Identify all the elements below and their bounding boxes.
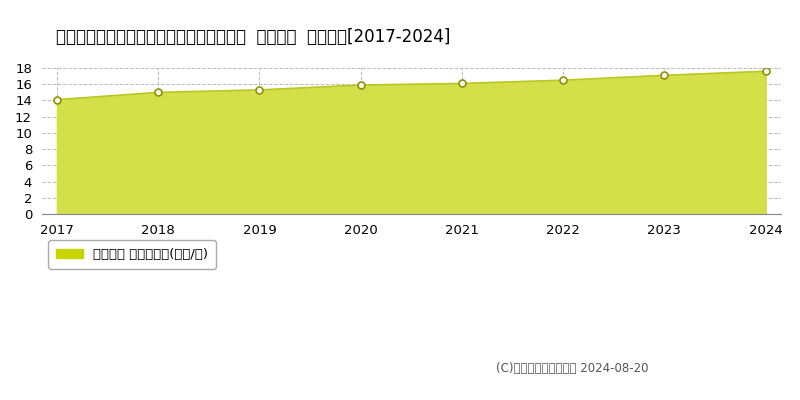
Text: 埼玉県日高市大字大谷沢字藤塚１５番３外  地価公示  地価推移[2017-2024]: 埼玉県日高市大字大谷沢字藤塚１５番３外 地価公示 地価推移[2017-2024] (56, 28, 450, 46)
Legend: 地価公示 平均坪単価(万円/坪): 地価公示 平均坪単価(万円/坪) (48, 240, 216, 269)
Text: (C)土地価格ドットコム 2024-08-20: (C)土地価格ドットコム 2024-08-20 (496, 362, 649, 375)
